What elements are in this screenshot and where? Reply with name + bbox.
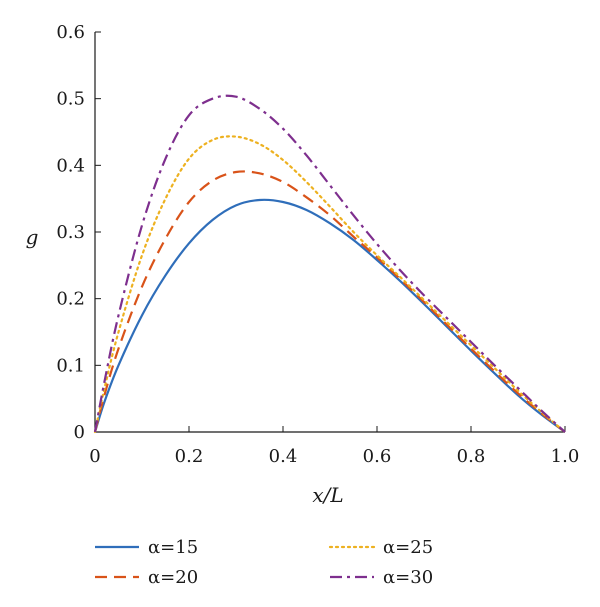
series-lines [93, 94, 567, 434]
y-tick-label: 0.3 [56, 222, 85, 243]
x-tick-label: 0.4 [269, 446, 298, 467]
legend-label-1: α=15 [148, 537, 198, 558]
y-tick-label: 0.2 [56, 289, 85, 310]
x-tick-label: 0.8 [457, 446, 486, 467]
x-axis-label: x/L [312, 483, 343, 507]
legend-label-4: α=30 [383, 567, 433, 588]
x-tick-label: 0.6 [363, 446, 392, 467]
legend-label-2: α=20 [148, 567, 198, 588]
legend: α=15 α=20 α=25 α=30 [95, 537, 433, 588]
series-line-1 [93, 198, 566, 433]
y-tick-label: 0 [74, 422, 85, 443]
legend-label-3: α=25 [383, 537, 433, 558]
series-line-3 [93, 135, 567, 434]
x-tick-label: 1.0 [551, 446, 580, 467]
series-line-4 [93, 94, 566, 433]
y-tick-label: 0.6 [56, 22, 85, 43]
ticks: 0 0.2 0.4 0.6 0.8 1.0 0 0.1 0.2 0.3 0.4 0.5 0.6 [56, 22, 579, 467]
y-axis-label: g [26, 225, 39, 249]
x-tick-label: 0 [89, 446, 100, 467]
y-tick-label: 0.4 [56, 155, 85, 176]
y-tick-label: 0.1 [56, 355, 85, 376]
x-tick-label: 0.2 [175, 446, 204, 467]
y-tick-label: 0.5 [56, 89, 85, 110]
series-line-2 [93, 170, 566, 433]
